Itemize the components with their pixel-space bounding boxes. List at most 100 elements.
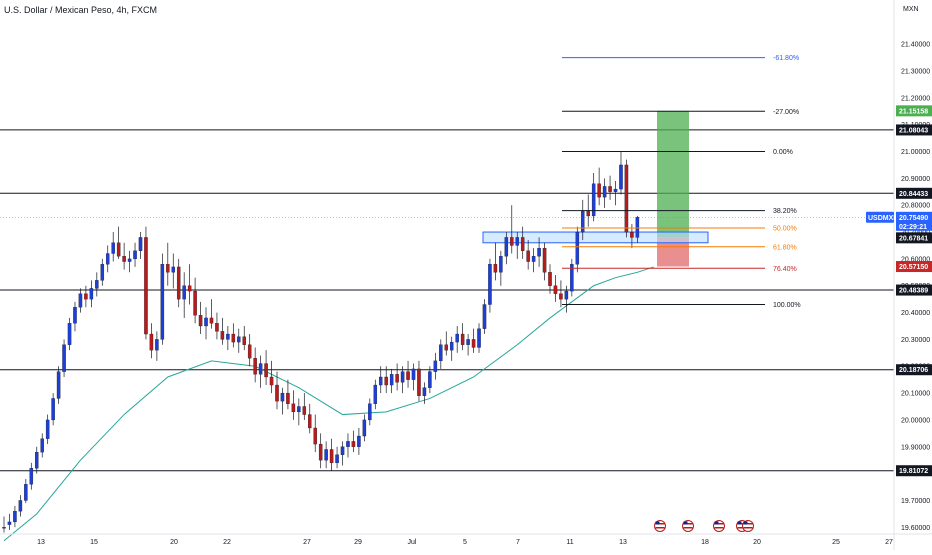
bearish-candle bbox=[269, 376, 274, 386]
bullish-candle bbox=[35, 451, 39, 469]
bearish-candle bbox=[166, 264, 170, 273]
time-axis[interactable]: 13 15 20 22 27 29 Jul 5 7 11 13 18 20 25 27 bbox=[0, 533, 932, 546]
bullish-candle bbox=[204, 317, 208, 327]
bullish-candle bbox=[368, 403, 372, 421]
bullish-candle bbox=[575, 231, 580, 265]
fib-level-label: 61.80% bbox=[773, 244, 797, 251]
us-flag-icon bbox=[742, 520, 754, 532]
price-tick-label: 20.80000 bbox=[901, 203, 930, 210]
flag-canton bbox=[737, 521, 742, 525]
chart-title: U.S. Dollar / Mexican Peso, 4h, FXCM bbox=[4, 5, 158, 15]
bearish-candle bbox=[176, 266, 181, 300]
price-tick-label: 20.60000 bbox=[901, 256, 930, 263]
bearish-candle bbox=[242, 336, 246, 345]
price-tick-label: 20.40000 bbox=[901, 310, 930, 317]
bearish-candle bbox=[460, 333, 465, 345]
price-tick-label: 21.00000 bbox=[901, 149, 930, 156]
candles bbox=[2, 151, 640, 533]
bullish-candle bbox=[100, 264, 105, 281]
bearish-candle bbox=[444, 344, 449, 351]
bullish-candle bbox=[613, 188, 618, 192]
bullish-candle bbox=[362, 419, 367, 437]
time-tick-label: 22 bbox=[223, 539, 231, 546]
bearish-candle bbox=[630, 231, 634, 238]
flag-stripe bbox=[714, 523, 724, 525]
price-axis-background bbox=[894, 0, 932, 550]
bearish-candle bbox=[548, 272, 552, 286]
bearish-candle bbox=[471, 339, 476, 348]
price-tag bbox=[896, 284, 932, 296]
bearish-candle bbox=[116, 242, 121, 257]
time-tick-label: 18 bbox=[701, 539, 709, 546]
price-tick-label: 20.90000 bbox=[901, 176, 930, 183]
bearish-candle bbox=[220, 331, 225, 340]
bearish-candle bbox=[318, 443, 323, 461]
currency-label: MXN bbox=[903, 6, 919, 13]
bearish-candle bbox=[597, 183, 601, 198]
bearish-candle bbox=[608, 186, 612, 192]
bullish-candle bbox=[378, 376, 383, 386]
bullish-candle bbox=[499, 256, 503, 273]
price-tick-label: 21.40000 bbox=[901, 42, 930, 49]
bearish-candle bbox=[209, 317, 214, 324]
bullish-candle bbox=[29, 468, 34, 485]
flag-stripe bbox=[737, 523, 747, 525]
price-tag bbox=[896, 187, 932, 199]
bullish-candle bbox=[111, 242, 115, 254]
price-tick-label: 21.20000 bbox=[901, 95, 930, 102]
time-tick-label: 29 bbox=[354, 539, 362, 546]
bullish-candle bbox=[411, 368, 416, 380]
price-tag-label: 21.08043 bbox=[899, 127, 928, 134]
bullish-candle bbox=[422, 387, 427, 396]
bullish-candle bbox=[466, 339, 470, 345]
bullish-candle bbox=[564, 290, 569, 300]
price-tag bbox=[896, 105, 932, 117]
bearish-candle bbox=[302, 406, 307, 415]
bearish-candle bbox=[624, 164, 629, 233]
bullish-candle bbox=[138, 237, 143, 251]
bullish-candle bbox=[482, 304, 487, 329]
bullish-candle bbox=[280, 392, 285, 402]
price-tick-label: 20.30000 bbox=[901, 337, 930, 344]
bearish-candle bbox=[247, 344, 252, 359]
bullish-candle bbox=[2, 527, 6, 529]
time-tick-label: 15 bbox=[90, 539, 98, 546]
bullish-candle bbox=[439, 344, 443, 362]
horizontal-levels bbox=[0, 129, 894, 472]
bearish-candle bbox=[215, 323, 219, 332]
time-tick-label: 5 bbox=[463, 539, 467, 546]
bullish-candle bbox=[591, 183, 596, 217]
bearish-candle bbox=[193, 290, 197, 316]
bearish-candle bbox=[286, 392, 290, 404]
price-tag bbox=[896, 211, 932, 223]
bullish-candle bbox=[95, 280, 99, 289]
bullish-candle bbox=[297, 406, 301, 413]
bearish-candle bbox=[493, 264, 498, 273]
bearish-candle bbox=[417, 368, 421, 396]
bearish-candle bbox=[144, 237, 148, 335]
price-tick-label: 20.00000 bbox=[901, 417, 930, 424]
bearish-candle bbox=[384, 376, 388, 386]
bullish-candle bbox=[537, 247, 541, 257]
bullish-candle bbox=[389, 374, 394, 386]
price-tag-label: 20.57150 bbox=[899, 264, 928, 271]
flag-stripe bbox=[743, 523, 753, 525]
time-tick-label: 11 bbox=[566, 539, 573, 546]
bullish-candle bbox=[56, 371, 61, 399]
flag-stripe bbox=[655, 523, 665, 525]
time-tick-label: 7 bbox=[516, 539, 520, 546]
price-axis[interactable]: MXN 21.4000021.3000021.2000021.1000021.0… bbox=[866, 0, 932, 550]
price-tick-label: 19.70000 bbox=[901, 498, 930, 505]
bullish-candle bbox=[182, 285, 186, 300]
bullish-candle bbox=[581, 210, 585, 233]
time-tick-label: 13 bbox=[37, 539, 45, 546]
bullish-candle bbox=[73, 307, 77, 324]
bullish-candle bbox=[477, 328, 481, 348]
flag-canton bbox=[655, 521, 660, 525]
time-tick-label: 27 bbox=[303, 539, 311, 546]
flag-stripe bbox=[683, 523, 693, 525]
bullish-candle bbox=[89, 288, 94, 300]
time-tick-label: 20 bbox=[753, 539, 761, 546]
